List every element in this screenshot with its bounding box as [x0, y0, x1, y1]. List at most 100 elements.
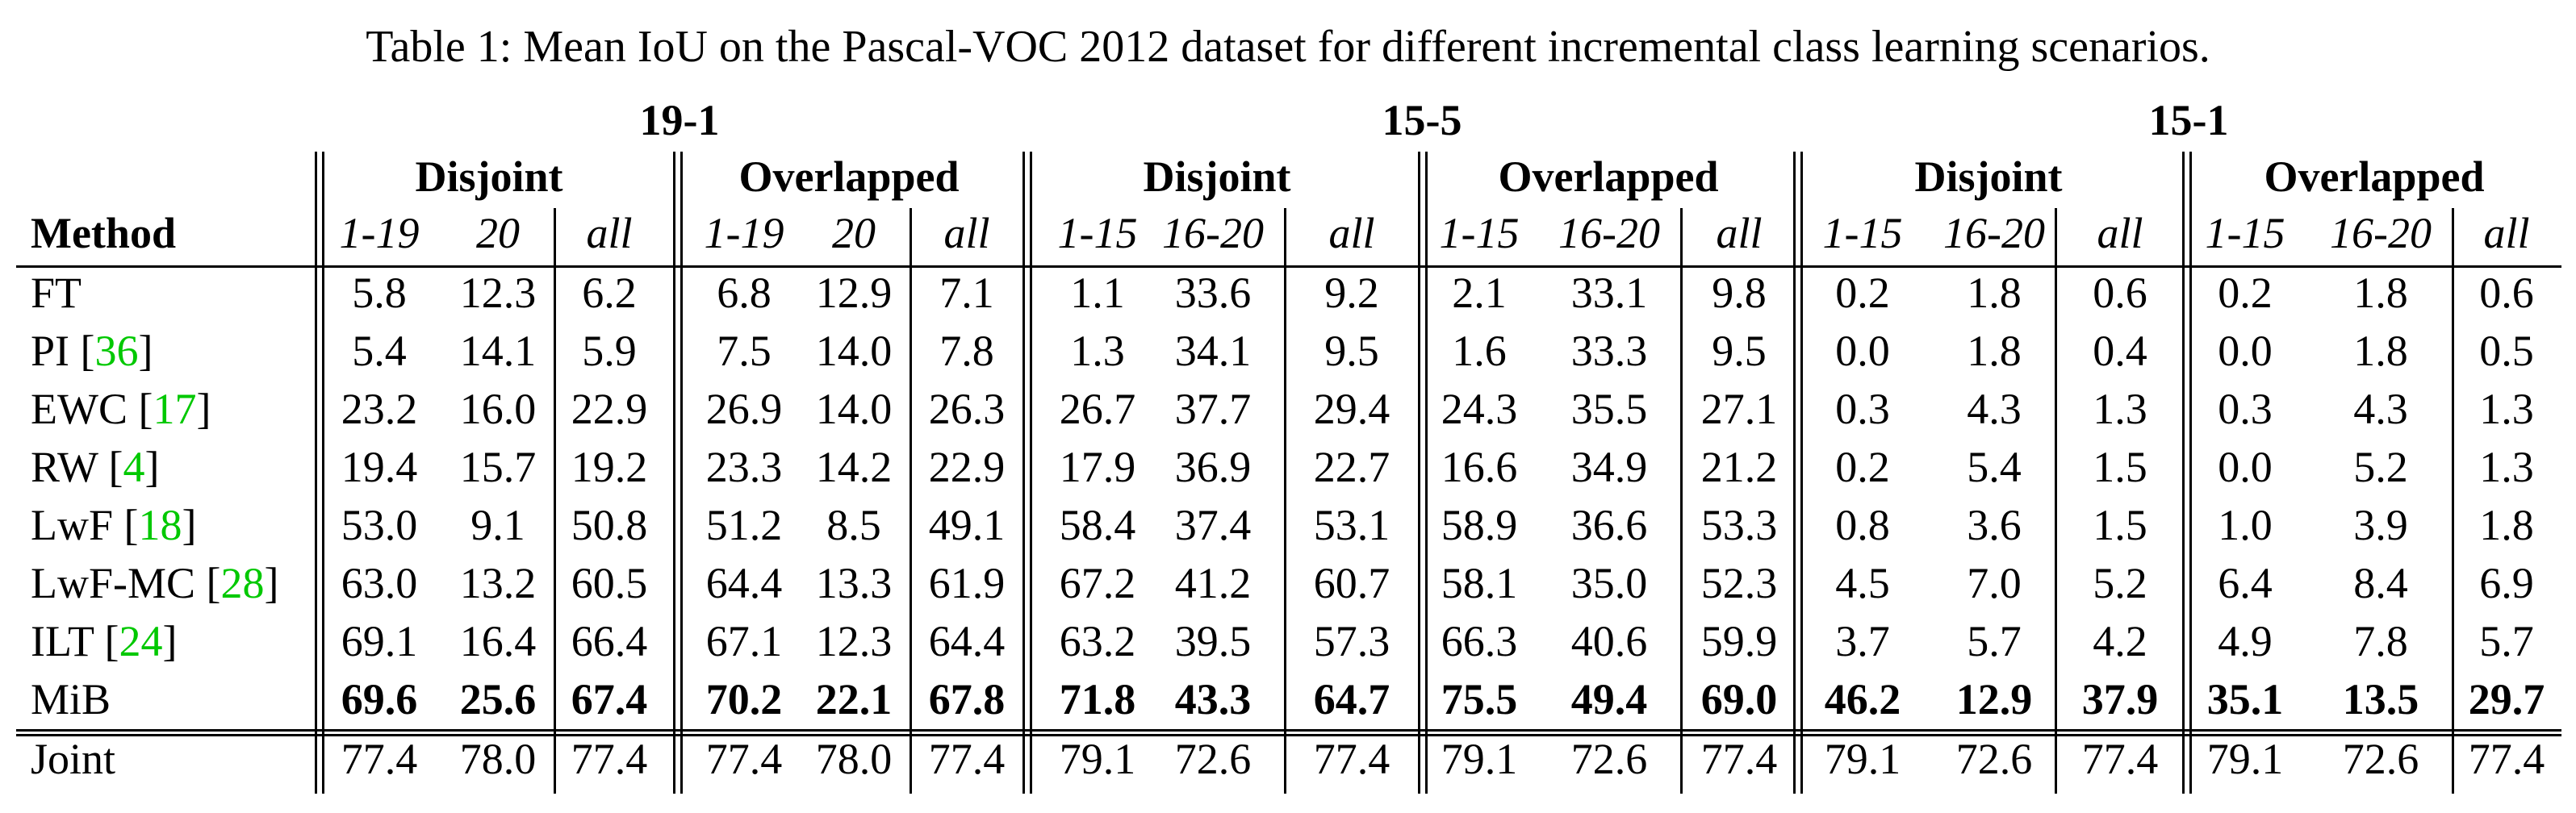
table-cell: 58.1 [1441, 559, 1518, 607]
double-rule [315, 152, 317, 794]
subcolumn-header: 1-19 [339, 209, 420, 257]
table-cell: 0.2 [2218, 269, 2273, 317]
table-cell: 66.4 [571, 617, 648, 665]
method-name: LwF [31, 501, 114, 549]
table-cell: 1.8 [2479, 501, 2534, 549]
table-cell: 14.1 [459, 327, 537, 375]
table-cell: 33.3 [1570, 327, 1648, 375]
table-cell: 14.0 [815, 385, 893, 433]
double-rule [1418, 152, 1420, 794]
table-cell: 5.2 [2353, 443, 2408, 491]
table-cell: 72.6 [2342, 735, 2419, 783]
table-cell: 23.3 [705, 443, 783, 491]
table-cell: 70.2 [705, 675, 783, 723]
table-cell: 77.4 [571, 735, 648, 783]
header-rule [16, 265, 2561, 268]
table-cell: 4.2 [2093, 617, 2147, 665]
scenario-header: 15-5 [1382, 96, 1462, 144]
citation-link[interactable]: 18 [138, 501, 182, 549]
table-cell: 9.2 [1324, 269, 1379, 317]
table-cell: 67.2 [1059, 559, 1136, 607]
table-cell: 1.5 [2093, 443, 2147, 491]
subcolumn-header: all [1328, 209, 1375, 257]
column-separator [910, 208, 912, 794]
table-cell: 43.3 [1174, 675, 1252, 723]
citation-link[interactable]: 4 [123, 443, 145, 491]
subcolumn-header: 1-15 [2205, 209, 2285, 257]
table-cell: 3.6 [1967, 501, 2022, 549]
table-cell: 21.2 [1700, 443, 1778, 491]
table-cell: 5.7 [2479, 617, 2534, 665]
table-cell: 61.9 [928, 559, 1006, 607]
citation-link[interactable]: 36 [94, 327, 139, 375]
table-cell: 16.4 [459, 617, 537, 665]
citation-link[interactable]: 24 [119, 617, 163, 665]
table-cell: 12.9 [1955, 675, 2033, 723]
table-cell: 33.6 [1174, 269, 1252, 317]
table-cell: 7.8 [939, 327, 994, 375]
table-cell: 5.8 [352, 269, 407, 317]
double-rule [1022, 152, 1025, 794]
table-cell: 36.9 [1174, 443, 1252, 491]
table-cell: 0.0 [1835, 327, 1890, 375]
table-cell: 1.3 [1070, 327, 1125, 375]
table-cell: 72.6 [1174, 735, 1252, 783]
table-cell: 13.2 [459, 559, 537, 607]
table-cell: 0.2 [1835, 269, 1890, 317]
table-cell: 57.3 [1313, 617, 1390, 665]
table-cell: 0.5 [2479, 327, 2534, 375]
double-rule [2189, 152, 2192, 794]
table-cell: 60.5 [571, 559, 648, 607]
citation-link[interactable]: 28 [220, 559, 265, 607]
table-cell: 9.8 [1712, 269, 1767, 317]
table-cell: 0.0 [2218, 327, 2273, 375]
citation-link[interactable]: 17 [153, 385, 197, 433]
table-cell: 4.3 [1967, 385, 2022, 433]
table-cell: 77.4 [1700, 735, 1778, 783]
table-cell: 1.8 [1967, 269, 2022, 317]
double-rule [673, 152, 675, 794]
table-cell: 64.7 [1313, 675, 1390, 723]
subcolumn-header: 1-19 [704, 209, 784, 257]
table-cell: 8.5 [826, 501, 881, 549]
table-cell: 1.0 [2218, 501, 2273, 549]
table-cell: 7.1 [939, 269, 994, 317]
table-cell: 13.5 [2342, 675, 2419, 723]
method-cell: ILT [24] [31, 617, 178, 665]
table-cell: 60.7 [1313, 559, 1390, 607]
table-cell: 27.1 [1700, 385, 1778, 433]
subcolumn-header: 1-15 [1822, 209, 1903, 257]
table-cell: 0.6 [2479, 269, 2534, 317]
table-cell: 9.5 [1712, 327, 1767, 375]
table-cell: 1.3 [2093, 385, 2147, 433]
table-cell: 41.2 [1174, 559, 1252, 607]
table-cell: 22.9 [571, 385, 648, 433]
setting-header: Disjoint [1143, 152, 1291, 201]
joint-separator-rule [16, 729, 2561, 732]
table-cell: 1.8 [2353, 269, 2408, 317]
table-cell: 13.3 [815, 559, 893, 607]
table-cell: 6.2 [582, 269, 637, 317]
table-cell: 79.1 [1824, 735, 1901, 783]
table-cell: 12.3 [815, 617, 893, 665]
table-cell: 1.1 [1070, 269, 1125, 317]
table-cell: 69.6 [341, 675, 418, 723]
table-cell: 34.1 [1174, 327, 1252, 375]
table-cell: 37.9 [2081, 675, 2159, 723]
table-cell: 0.8 [1835, 501, 1890, 549]
method-cell: LwF [18] [31, 501, 197, 549]
subcolumn-header: 1-15 [1057, 209, 1138, 257]
table-cell: 19.4 [341, 443, 418, 491]
table-cell: 77.4 [705, 735, 783, 783]
table-cell: 6.9 [2479, 559, 2534, 607]
table-cell: 46.2 [1824, 675, 1901, 723]
table-cell: 77.4 [341, 735, 418, 783]
table-cell: 52.3 [1700, 559, 1778, 607]
table-cell: 22.7 [1313, 443, 1390, 491]
method-cell: EWC [17] [31, 385, 211, 433]
double-rule [1800, 152, 1803, 794]
table-cell: 0.3 [2218, 385, 2273, 433]
column-separator [2055, 208, 2057, 794]
scenario-header: 19-1 [639, 96, 720, 144]
table-cell: 5.2 [2093, 559, 2147, 607]
